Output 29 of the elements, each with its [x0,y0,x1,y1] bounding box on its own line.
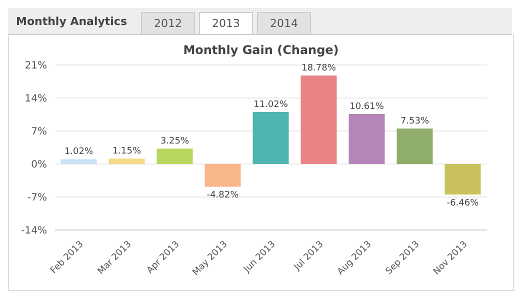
bar [252,112,289,164]
y-tick-label: 7% [31,126,47,138]
bar [396,128,433,164]
text: 2014 [257,12,311,34]
bar [300,75,337,164]
chart-title: Monthly Gain (Change) [182,43,340,57]
data-label: 1.02% [64,147,94,158]
data-label: 18.78% [302,63,336,74]
y-tick-label: 0% [31,160,47,171]
y-tick-label: 21% [24,60,47,72]
data-label: -4.82% [206,190,240,201]
y-tick-label: -7% [28,192,47,204]
bar [204,164,241,187]
data-label: 11.02% [254,100,288,110]
bar [444,164,481,194]
bar [156,148,193,164]
bar [108,158,145,164]
y-tick-label: -14% [21,226,47,237]
bar [348,114,385,164]
data-label: 10.61% [350,102,384,112]
text: 2012 [141,12,195,34]
bar [60,159,97,164]
text: 2013 [199,12,253,34]
y-tick-label: 14% [24,94,47,105]
data-label: 1.15% [112,146,142,157]
data-label: -6.46% [446,198,480,208]
data-label: 7.53% [400,116,430,126]
text: Monthly Analytics [15,15,128,30]
data-label: 3.25% [160,136,190,147]
